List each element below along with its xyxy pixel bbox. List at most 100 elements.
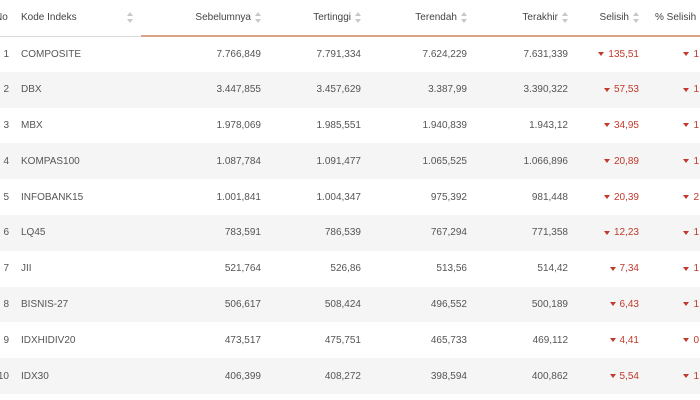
cell-no-value: 3: [3, 119, 9, 131]
cell-no-value: 9: [3, 334, 9, 346]
cell-sebelumnya-value: 521,764: [224, 263, 261, 275]
cell-kode-indeks[interactable]: DBX: [13, 71, 141, 108]
cell-terakhir-value: 469,112: [532, 334, 568, 346]
caret-down-icon: [683, 123, 690, 128]
cell-no: 10: [0, 358, 13, 394]
cell-terendah: 496,552: [369, 286, 475, 323]
cell-terakhir: 400,862: [475, 358, 576, 394]
table-row[interactable]: 2 DBX 3.447,855 3.457,629 3.387,99 3.390,322 5…: [0, 71, 700, 108]
cell-sebelumnya: 1.978,069: [141, 108, 269, 144]
cell-selisih: 135,51: [576, 36, 647, 72]
cell-no: 5: [0, 179, 13, 215]
cell-tertinggi: 408,272: [269, 358, 369, 394]
cell-kode-indeks-value: JII: [21, 263, 32, 275]
cell-kode-indeks[interactable]: IDX30: [13, 358, 141, 394]
cell-selisih: 20,39: [576, 179, 647, 215]
cell-tertinggi-value: 526,86: [330, 263, 361, 275]
table-row[interactable]: 1 COMPOSITE 7.766,849 7.791,334 7.624,229 7.6…: [0, 36, 700, 72]
header-selisih[interactable]: Selisih: [576, 0, 647, 37]
header-terendah[interactable]: Terendah: [369, 0, 475, 37]
cell-selisih: 12,23: [576, 214, 647, 251]
cell-persen-selisih: 1: [647, 36, 700, 72]
cell-sebelumnya: 1.001,841: [141, 179, 269, 215]
cell-kode-indeks[interactable]: IDXHIDIV20: [13, 322, 141, 358]
caret-down-icon: [683, 194, 690, 199]
cell-kode-indeks-value: COMPOSITE: [21, 48, 82, 60]
table-row[interactable]: 3 MBX 1.978,069 1.985,551 1.940,839 1.943,12 3…: [0, 108, 700, 144]
header-terakhir[interactable]: Terakhir: [475, 0, 576, 37]
cell-selisih: 34,95: [576, 108, 647, 144]
cell-persen-selisih-value: 1: [693, 119, 699, 131]
cell-terakhir-value: 400,862: [531, 370, 568, 382]
cell-kode-indeks[interactable]: LQ45: [13, 214, 141, 251]
caret-down-icon: [603, 159, 610, 164]
cell-kode-indeks-value: IDXHIDIV20: [21, 334, 76, 346]
cell-selisih: 6,43: [576, 286, 647, 323]
cell-terendah: 767,294: [369, 214, 475, 251]
cell-kode-indeks[interactable]: BISNIS-27: [13, 286, 141, 323]
cell-tertinggi-value: 1.004,347: [316, 191, 362, 203]
cell-sebelumnya-value: 506,617: [224, 298, 261, 310]
cell-sebelumnya-value: 1.001,841: [216, 191, 262, 203]
cell-kode-indeks[interactable]: KOMPAS100: [13, 143, 141, 180]
cell-kode-indeks-value: BISNIS-27: [21, 298, 69, 310]
cell-sebelumnya-value: 406,399: [224, 370, 261, 382]
cell-persen-selisih-value: 1: [693, 155, 699, 167]
cell-sebelumnya-value: 1.978,069: [216, 119, 262, 131]
cell-terendah-value: 465,733: [430, 334, 467, 346]
caret-down-icon: [683, 373, 690, 378]
cell-selisih-value: 7,34: [619, 263, 639, 275]
cell-persen-selisih-value: 2: [693, 191, 699, 203]
cell-kode-indeks[interactable]: COMPOSITE: [13, 36, 141, 72]
cell-tertinggi: 1.091,477: [269, 143, 369, 180]
cell-no: 9: [0, 322, 13, 358]
header-tertinggi[interactable]: Tertinggi: [269, 0, 369, 37]
header-no[interactable]: No: [0, 0, 13, 37]
cell-no: 1: [0, 36, 13, 72]
cell-persen-selisih: 1: [647, 71, 700, 108]
header-persen-selisih[interactable]: % Selisih: [647, 0, 700, 37]
cell-selisih-value: 34,95: [613, 119, 639, 131]
cell-persen-selisih: 1: [647, 143, 700, 180]
header-sebelumnya[interactable]: Sebelumnya: [141, 0, 269, 37]
cell-sebelumnya-value: 473,517: [224, 334, 261, 346]
cell-kode-indeks[interactable]: MBX: [13, 108, 141, 144]
cell-persen-selisih-value: 1: [693, 48, 699, 60]
table-row[interactable]: 5 INFOBANK15 1.001,841 1.004,347 975,392 981,…: [0, 179, 700, 215]
table-row[interactable]: 8 BISNIS-27 506,617 508,424 496,552 500,189 6,…: [0, 286, 700, 323]
caret-down-icon: [603, 194, 610, 199]
table-header: No Kode Indeks Sebelumnya Tertinggi Tere…: [0, 0, 700, 37]
cell-tertinggi: 786,539: [269, 214, 369, 251]
cell-kode-indeks[interactable]: JII: [13, 251, 141, 287]
cell-sebelumnya-value: 7.766,849: [216, 48, 262, 60]
cell-persen-selisih-value: 1: [693, 298, 699, 310]
cell-terendah: 465,733: [369, 322, 475, 358]
cell-terakhir: 514,42: [475, 251, 576, 287]
table-row[interactable]: 4 KOMPAS100 1.087,784 1.091,477 1.065,525 1.0…: [0, 143, 700, 180]
cell-terakhir: 1.943,12: [475, 108, 576, 144]
cell-terendah: 398,594: [369, 358, 475, 394]
cell-terakhir: 981,448: [475, 179, 576, 215]
cell-no: 3: [0, 108, 13, 144]
cell-terendah-value: 496,552: [430, 298, 467, 310]
cell-terakhir-value: 3.390,322: [523, 84, 569, 96]
cell-terendah-value: 1.940,839: [422, 119, 468, 131]
cell-sebelumnya: 506,617: [141, 286, 269, 323]
table-row[interactable]: 9 IDXHIDIV20 473,517 475,751 465,733 469,112 4…: [0, 322, 700, 358]
caret-down-icon: [609, 373, 616, 378]
cell-terakhir: 771,358: [475, 214, 576, 251]
table-row[interactable]: 7 JII 521,764 526,86 513,56 514,42 7,34 1: [0, 251, 700, 287]
cell-selisih-value: 20,39: [613, 191, 639, 203]
cell-selisih: 4,41: [576, 322, 647, 358]
cell-terakhir: 7.631,339: [475, 36, 576, 72]
cell-kode-indeks[interactable]: INFOBANK15: [13, 179, 141, 215]
cell-sebelumnya: 473,517: [141, 322, 269, 358]
table-row[interactable]: 6 LQ45 783,591 786,539 767,294 771,358 12,23 1: [0, 214, 700, 251]
cell-persen-selisih-value: 1: [693, 263, 699, 275]
caret-down-icon: [683, 302, 690, 307]
cell-no: 4: [0, 143, 13, 180]
table-row[interactable]: 10 IDX30 406,399 408,272 398,594 400,862 5,54 1: [0, 358, 700, 394]
cell-terakhir: 469,112: [475, 322, 576, 358]
caret-down-icon: [683, 266, 690, 271]
header-kode-indeks[interactable]: Kode Indeks: [13, 0, 141, 37]
